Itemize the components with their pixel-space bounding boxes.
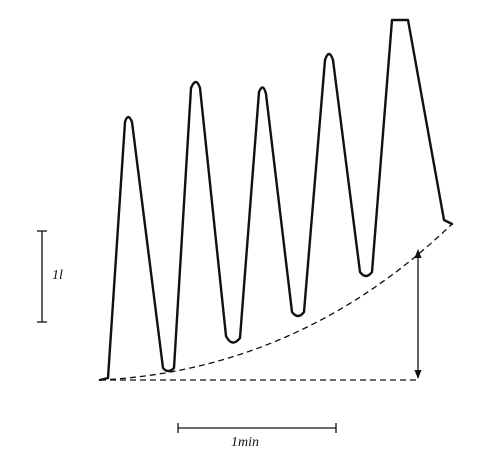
time-scale-label: 1min bbox=[231, 435, 259, 450]
volume-scale-label: 1l bbox=[52, 268, 63, 283]
baseline-curve bbox=[99, 223, 453, 381]
spirogram-trace bbox=[98, 18, 454, 382]
